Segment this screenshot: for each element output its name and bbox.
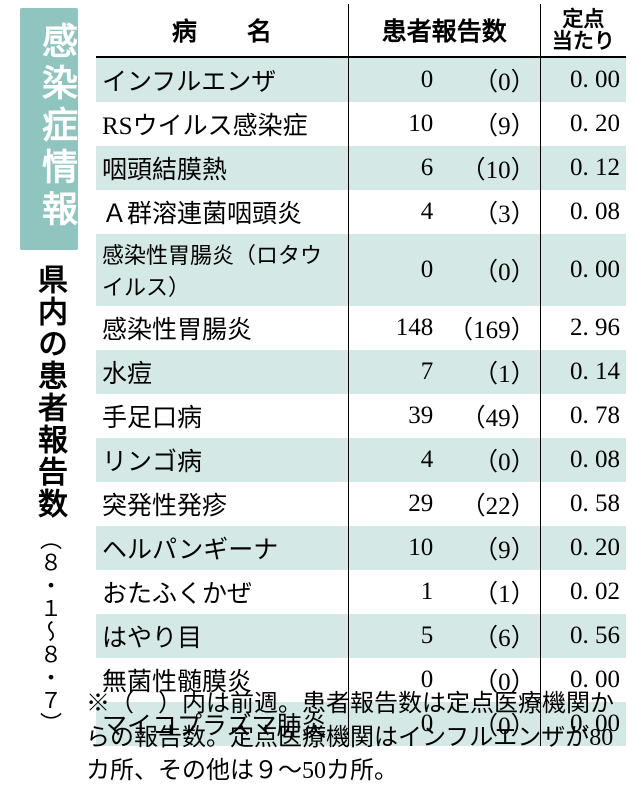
- cell-per-point: 0. 00: [540, 234, 626, 306]
- table-row: ヘルパンギーナ10（9）0. 20: [96, 526, 626, 570]
- table-row: 咽頭結膜熱6（10）0. 12: [96, 146, 626, 190]
- cell-disease-name: 手足口病: [96, 394, 348, 438]
- header-per-l2: 当たり: [552, 29, 615, 53]
- cell-prev: （22）: [439, 482, 540, 526]
- left-column: 感染症情報 県内の患者報告数 （８・１〜８・７）: [10, 8, 88, 735]
- cell-prev: （49）: [439, 394, 540, 438]
- cell-disease-name: 感染性胃腸炎（ロタウイルス）: [96, 234, 348, 306]
- cell-count: 1: [348, 570, 439, 614]
- cell-prev: （9）: [439, 102, 540, 146]
- cell-count: 10: [348, 526, 439, 570]
- cell-disease-name: リンゴ病: [96, 438, 348, 482]
- cell-count: 39: [348, 394, 439, 438]
- subtitle: 県内の患者報告数: [31, 264, 67, 520]
- table-row: RSウイルス感染症10（9）0. 20: [96, 102, 626, 146]
- cell-per-point: 0. 12: [540, 146, 626, 190]
- cell-per-point: 0. 20: [540, 102, 626, 146]
- cell-per-point: 0. 02: [540, 570, 626, 614]
- cell-disease-name: RSウイルス感染症: [96, 102, 348, 146]
- cell-count: 6: [348, 146, 439, 190]
- cell-count: 10: [348, 102, 439, 146]
- cell-per-point: 0. 00: [540, 57, 626, 102]
- date-range: （８・１〜８・７）: [33, 528, 65, 735]
- cell-prev: （0）: [439, 438, 540, 482]
- cell-prev: （0）: [439, 234, 540, 306]
- table-row: リンゴ病4（0）0. 08: [96, 438, 626, 482]
- cell-disease-name: 突発性発疹: [96, 482, 348, 526]
- table-header-row: 病 名 患者報告数 定点 当たり: [96, 4, 626, 57]
- cell-prev: （1）: [439, 350, 540, 394]
- cell-per-point: 0. 14: [540, 350, 626, 394]
- cell-prev: （6）: [439, 614, 540, 658]
- cell-prev: （1）: [439, 570, 540, 614]
- cell-disease-name: Ａ群溶連菌咽頭炎: [96, 190, 348, 234]
- table-row: おたふくかぜ1（1）0. 02: [96, 570, 626, 614]
- cell-prev: （0）: [439, 57, 540, 102]
- cell-disease-name: はやり目: [96, 614, 348, 658]
- info-badge: 感染症情報: [20, 8, 78, 250]
- header-per-l1: 定点: [562, 7, 604, 31]
- cell-per-point: 0. 56: [540, 614, 626, 658]
- cell-count: 0: [348, 234, 439, 306]
- header-count: 患者報告数: [348, 4, 540, 57]
- cell-count: 0: [348, 57, 439, 102]
- table-row: 突発性発疹29（22）0. 58: [96, 482, 626, 526]
- table-row: 手足口病39（49）0. 78: [96, 394, 626, 438]
- disease-table: 病 名 患者報告数 定点 当たり インフルエンザ0（0）0. 00RSウイルス感…: [96, 4, 626, 746]
- cell-count: 4: [348, 438, 439, 482]
- cell-count: 4: [348, 190, 439, 234]
- cell-disease-name: 水痘: [96, 350, 348, 394]
- header-per-point: 定点 当たり: [540, 4, 626, 57]
- cell-per-point: 0. 58: [540, 482, 626, 526]
- cell-per-point: 0. 20: [540, 526, 626, 570]
- table-row: 感染性胃腸炎（ロタウイルス）0（0）0. 00: [96, 234, 626, 306]
- table-row: インフルエンザ0（0）0. 00: [96, 57, 626, 102]
- cell-count: 148: [348, 306, 439, 350]
- cell-count: 7: [348, 350, 439, 394]
- table-row: Ａ群溶連菌咽頭炎4（3）0. 08: [96, 190, 626, 234]
- cell-disease-name: 咽頭結膜熱: [96, 146, 348, 190]
- cell-disease-name: 感染性胃腸炎: [96, 306, 348, 350]
- cell-prev: （169）: [439, 306, 540, 350]
- table-row: 水痘7（1）0. 14: [96, 350, 626, 394]
- table-row: 感染性胃腸炎148（169）2. 96: [96, 306, 626, 350]
- cell-prev: （10）: [439, 146, 540, 190]
- cell-disease-name: インフルエンザ: [96, 57, 348, 102]
- cell-per-point: 2. 96: [540, 306, 626, 350]
- header-name: 病 名: [96, 4, 348, 57]
- table-row: はやり目5（6）0. 56: [96, 614, 626, 658]
- data-table-wrap: 病 名 患者報告数 定点 当たり インフルエンザ0（0）0. 00RSウイルス感…: [96, 4, 626, 746]
- cell-disease-name: おたふくかぜ: [96, 570, 348, 614]
- cell-prev: （3）: [439, 190, 540, 234]
- cell-disease-name: ヘルパンギーナ: [96, 526, 348, 570]
- cell-per-point: 0. 08: [540, 190, 626, 234]
- cell-prev: （9）: [439, 526, 540, 570]
- cell-count: 5: [348, 614, 439, 658]
- cell-count: 29: [348, 482, 439, 526]
- cell-per-point: 0. 78: [540, 394, 626, 438]
- cell-per-point: 0. 08: [540, 438, 626, 482]
- footnote: ※（ ）内は前週。患者報告数は定点医療機関からの報告数。定点医療機関はインフルエ…: [86, 688, 626, 789]
- table-body: インフルエンザ0（0）0. 00RSウイルス感染症10（9）0. 20咽頭結膜熱…: [96, 57, 626, 746]
